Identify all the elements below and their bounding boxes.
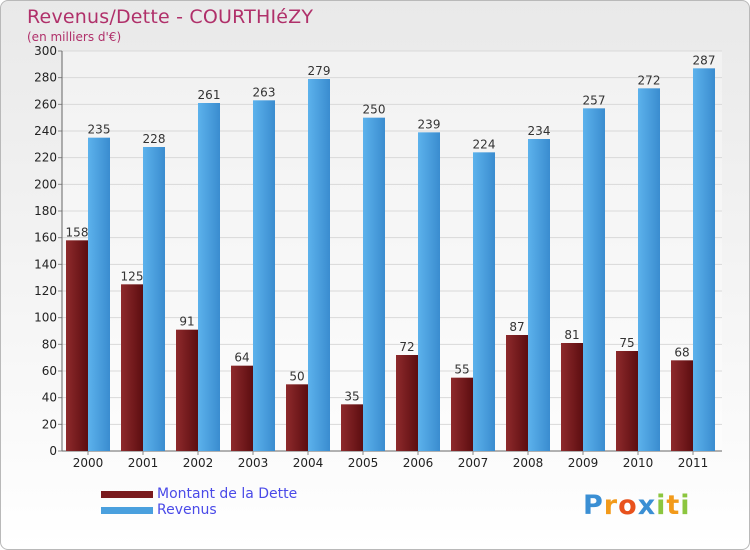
bar-debt (506, 335, 528, 451)
legend-swatch-revenue (101, 506, 153, 514)
x-tick-label: 2006 (403, 456, 434, 470)
value-label-debt: 125 (121, 269, 144, 283)
value-label-revenue: 224 (473, 137, 496, 151)
y-tick-label: 140 (34, 257, 57, 271)
bar-revenue (198, 103, 220, 451)
bar-revenue (638, 88, 660, 451)
value-label-revenue: 228 (143, 132, 166, 146)
y-tick-label: 240 (34, 124, 57, 138)
proxiti-logo: Proxiti (583, 490, 691, 521)
y-tick-label: 0 (49, 444, 57, 458)
x-tick-label: 2002 (183, 456, 214, 470)
bar-debt (396, 355, 418, 451)
chart-subtitle: (en milliers d'€) (27, 30, 122, 44)
legend-item-debt: Montant de la Dette (101, 486, 297, 502)
x-tick-label: 2000 (73, 456, 104, 470)
x-tick-label: 2005 (348, 456, 379, 470)
bar-revenue (528, 139, 550, 451)
bar-debt (231, 365, 253, 451)
value-label-debt: 55 (454, 363, 469, 377)
y-tick-label: 300 (34, 44, 57, 58)
value-label-debt: 64 (234, 351, 249, 365)
logo-letter: P (583, 490, 604, 521)
logo-letter: r (603, 490, 619, 521)
y-tick-label: 180 (34, 204, 57, 218)
value-label-revenue: 250 (363, 103, 386, 117)
value-label-revenue: 239 (418, 117, 441, 131)
x-tick-label: 2007 (458, 456, 489, 470)
legend-swatch-debt (101, 490, 153, 498)
y-tick-label: 160 (34, 231, 57, 245)
value-label-revenue: 263 (253, 85, 276, 99)
value-label-revenue: 261 (198, 88, 221, 102)
value-label-revenue: 235 (88, 123, 111, 137)
y-tick-label: 100 (34, 311, 57, 325)
bar-debt (671, 360, 693, 451)
value-label-debt: 75 (619, 336, 634, 350)
bar-debt (561, 343, 583, 451)
value-label-debt: 50 (289, 369, 304, 383)
bar-debt (286, 384, 308, 451)
y-tick-label: 280 (34, 71, 57, 85)
y-tick-label: 200 (34, 177, 57, 191)
value-label-debt: 68 (674, 345, 689, 359)
logo-letter: o (618, 490, 638, 521)
y-tick-label: 220 (34, 151, 57, 165)
y-tick-label: 40 (42, 391, 57, 405)
x-tick-label: 2010 (623, 456, 654, 470)
plot-area (62, 51, 722, 451)
value-label-revenue: 257 (583, 93, 606, 107)
bar-revenue (253, 100, 275, 451)
x-tick-label: 2003 (238, 456, 269, 470)
value-label-debt: 91 (179, 315, 194, 329)
y-tick-label: 260 (34, 97, 57, 111)
bar-revenue (583, 108, 605, 451)
y-tick-label: 80 (42, 337, 57, 351)
legend-label-revenue: Revenus (157, 502, 217, 518)
value-label-revenue: 279 (308, 64, 331, 78)
y-tick-label: 20 (42, 417, 57, 431)
value-label-revenue: 287 (693, 53, 716, 67)
logo-letter: i (680, 490, 691, 521)
bar-debt (341, 404, 363, 451)
legend-label-debt: Montant de la Dette (157, 486, 298, 502)
value-label-revenue: 234 (528, 124, 551, 138)
logo-letter: t (666, 490, 681, 521)
bar-debt (616, 351, 638, 451)
value-label-debt: 81 (564, 328, 579, 342)
logo-letter: x (637, 490, 657, 521)
value-label-debt: 35 (344, 389, 359, 403)
value-label-debt: 72 (399, 340, 414, 354)
logo-letter: i (656, 490, 667, 521)
y-tick-label: 60 (42, 364, 57, 378)
bar-revenue (143, 147, 165, 451)
x-tick-label: 2011 (678, 456, 709, 470)
bar-debt (451, 377, 473, 451)
bar-debt (66, 240, 88, 451)
value-label-debt: 158 (66, 225, 89, 239)
bar-revenue (473, 152, 495, 452)
x-tick-label: 2009 (568, 456, 599, 470)
x-tick-label: 2001 (128, 456, 159, 470)
bar-debt (176, 329, 198, 451)
legend: Montant de la Dette Revenus (101, 486, 297, 518)
bar-revenue (88, 137, 110, 451)
chart-title: Revenus/Dette - COURTHIéZY (27, 6, 314, 28)
bar-revenue (308, 79, 330, 451)
legend-item-revenue: Revenus (101, 502, 297, 518)
x-tick-label: 2004 (293, 456, 324, 470)
bar-revenue (693, 68, 715, 451)
bar-revenue (418, 132, 440, 452)
bar-debt (121, 284, 143, 451)
bar-revenue (363, 117, 385, 452)
x-tick-label: 2008 (513, 456, 544, 470)
value-label-debt: 87 (509, 320, 524, 334)
y-tick-label: 120 (34, 284, 57, 298)
value-label-revenue: 272 (638, 73, 661, 87)
